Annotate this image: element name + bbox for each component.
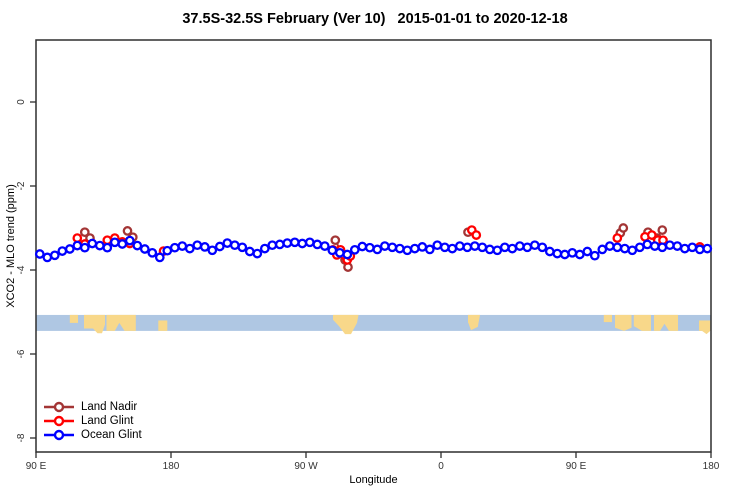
- svg-text:180: 180: [163, 461, 180, 472]
- y-axis-label: XCO2 - MLO trend (ppm): [5, 184, 17, 308]
- svg-text:90 E: 90 E: [566, 461, 587, 472]
- legend-marker-icon: [44, 429, 74, 441]
- legend-item-ocean-glint: Ocean Glint: [42, 428, 142, 442]
- svg-text:0: 0: [16, 99, 27, 105]
- legend-marker-icon: [44, 401, 74, 413]
- legend: Land Nadir Land Glint Ocean Glint: [42, 400, 142, 442]
- svg-text:-4: -4: [16, 265, 27, 274]
- land-australia-mid-2b: [633, 314, 651, 331]
- svg-text:-2: -2: [16, 181, 27, 190]
- x-axis-label: Longitude: [349, 474, 398, 486]
- land-australia-mid: [84, 314, 105, 334]
- chart-title: 37.5S-32.5S February (Ver 10) 2015-01-01…: [182, 11, 568, 27]
- legend-label: Land Glint: [81, 415, 134, 427]
- legend-item-land-nadir: Land Nadir: [42, 400, 142, 414]
- svg-text:0: 0: [438, 461, 444, 472]
- land-new-zealand: [158, 320, 168, 331]
- svg-text:-6: -6: [16, 349, 27, 358]
- land-australia-east-2: [654, 314, 678, 331]
- svg-text:90 E: 90 E: [26, 461, 47, 472]
- land-australia-east: [106, 314, 136, 331]
- legend-marker-icon: [44, 415, 74, 427]
- land-australia-west: [69, 314, 78, 323]
- legend-label: Ocean Glint: [81, 429, 142, 441]
- land-australia-mid-2a: [615, 314, 632, 331]
- svg-text:-8: -8: [16, 433, 27, 442]
- land-new-zealand-2: [699, 320, 711, 335]
- land-south-america: [333, 314, 359, 335]
- svg-text:180: 180: [703, 461, 720, 472]
- land-south-africa: [468, 314, 480, 331]
- svg-text:90 W: 90 W: [294, 461, 318, 472]
- legend-label: Land Nadir: [81, 401, 138, 413]
- land-australia-west-2: [603, 314, 612, 323]
- legend-item-land-glint: Land Glint: [42, 414, 142, 428]
